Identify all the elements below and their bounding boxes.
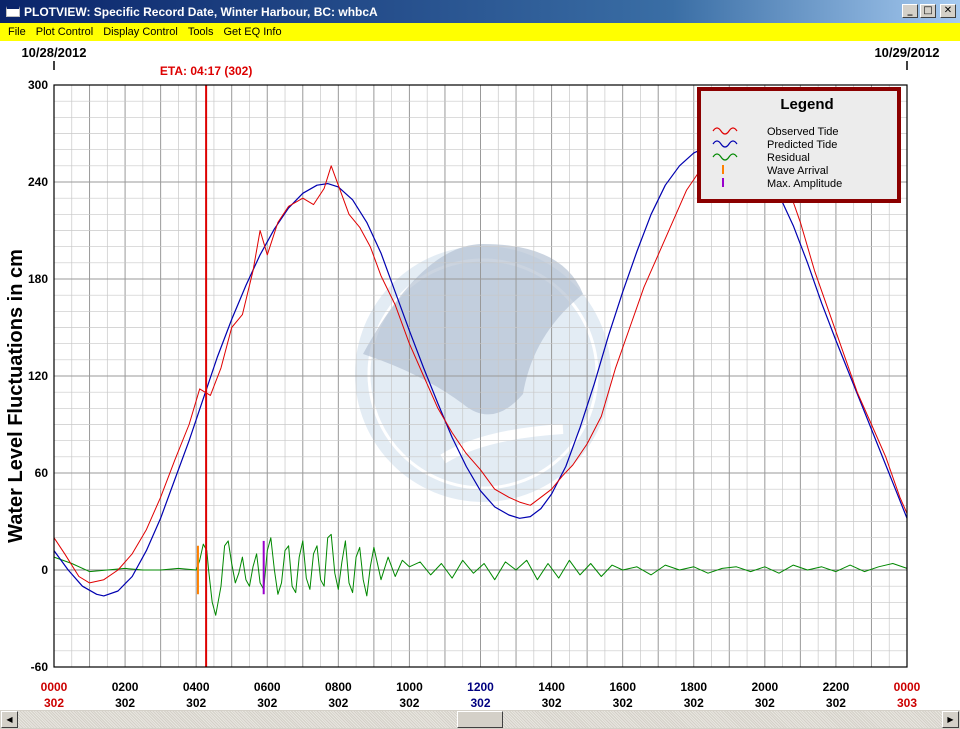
scroll-left-button[interactable]: ◀ (1, 711, 18, 728)
x-tick-time: 1000 (396, 680, 423, 694)
x-tick-time: 0800 (325, 680, 352, 694)
legend-entry: Predicted Tide (767, 139, 837, 151)
scroll-thumb[interactable] (457, 711, 503, 728)
x-tick-day: 303 (897, 696, 917, 709)
eta-label: ETA: 04:17 (302) (160, 64, 252, 78)
horizontal-scrollbar[interactable]: ◀ ▶ (0, 709, 960, 729)
legend-entry: Residual (767, 152, 810, 164)
x-tick-day: 302 (613, 696, 633, 709)
x-tick-time: 0000 (41, 680, 68, 694)
x-tick-day: 302 (684, 696, 704, 709)
legend-title: Legend (780, 96, 833, 113)
minimize-button[interactable]: _ (902, 4, 918, 18)
legend-entry: Max. Amplitude (767, 178, 842, 190)
app-window-icon (6, 6, 20, 17)
y-tick-label: 60 (35, 466, 49, 480)
y-tick-label: 120 (28, 369, 48, 383)
menu-file[interactable]: File (8, 26, 26, 38)
y-tick-label: -60 (31, 660, 49, 674)
plot-frame (53, 84, 908, 668)
x-tick-time: 0000 (894, 680, 921, 694)
x-tick-time: 0600 (254, 680, 281, 694)
x-tick-day: 302 (186, 696, 206, 709)
y-tick-label: 240 (28, 175, 48, 189)
legend-swatch-observed (712, 127, 738, 135)
x-tick-time: 1400 (538, 680, 565, 694)
x-tick-day: 302 (115, 696, 135, 709)
window-controls: _ □ ✕ (902, 4, 956, 18)
x-tick-time: 1200 (467, 680, 494, 694)
title-bar: PLOTVIEW: Specific Record Date, Winter H… (0, 0, 960, 23)
x-tick-time: 0400 (183, 680, 210, 694)
legend-entry: Observed Tide (767, 126, 839, 138)
x-tick-day: 302 (470, 696, 490, 709)
x-tick-time: 1800 (680, 680, 707, 694)
x-tick-day: 302 (826, 696, 846, 709)
x-tick-day: 302 (542, 696, 562, 709)
menu-get-eq-info[interactable]: Get EQ Info (223, 26, 282, 38)
noaa-watermark-logo (355, 244, 611, 502)
x-tick-day: 302 (328, 696, 348, 709)
y-tick-label: 180 (28, 272, 48, 286)
x-tick-day: 302 (399, 696, 419, 709)
x-tick-day: 302 (257, 696, 277, 709)
menu-display-control[interactable]: Display Control (103, 26, 178, 38)
menu-bar: File Plot Control Display Control Tools … (0, 23, 960, 41)
legend-inner (701, 91, 897, 199)
x-tick-time: 2200 (823, 680, 850, 694)
maximize-button[interactable]: □ (920, 4, 936, 18)
y-tick-label: 0 (41, 563, 48, 577)
close-button[interactable]: ✕ (940, 4, 956, 18)
x-tick-day: 302 (44, 696, 64, 709)
x-tick-time: 2000 (751, 680, 778, 694)
scroll-right-button[interactable]: ▶ (942, 711, 959, 728)
legend-swatch-residual (712, 153, 738, 161)
tide-chart: ETA: 04:17 (302) -60 0 60 120 180 240 300 Water … (5, 45, 940, 709)
x-tick-day: 302 (755, 696, 775, 709)
y-tick-label: 300 (28, 78, 48, 92)
date-label: 10/29/2012 (874, 45, 939, 60)
y-axis-label: Water Level Fluctuations in cm (5, 249, 27, 543)
window-title: PLOTVIEW: Specific Record Date, Winter H… (24, 4, 378, 19)
x-tick-time: 1600 (609, 680, 636, 694)
residual-series-line (53, 533, 908, 616)
legend-entry: Wave Arrival (767, 165, 828, 177)
menu-tools[interactable]: Tools (187, 26, 214, 38)
menu-plot-control[interactable]: Plot Control (35, 26, 94, 38)
x-tick-time: 0200 (112, 680, 139, 694)
date-label: 10/28/2012 (21, 45, 86, 60)
legend-swatch-predicted (712, 140, 738, 148)
